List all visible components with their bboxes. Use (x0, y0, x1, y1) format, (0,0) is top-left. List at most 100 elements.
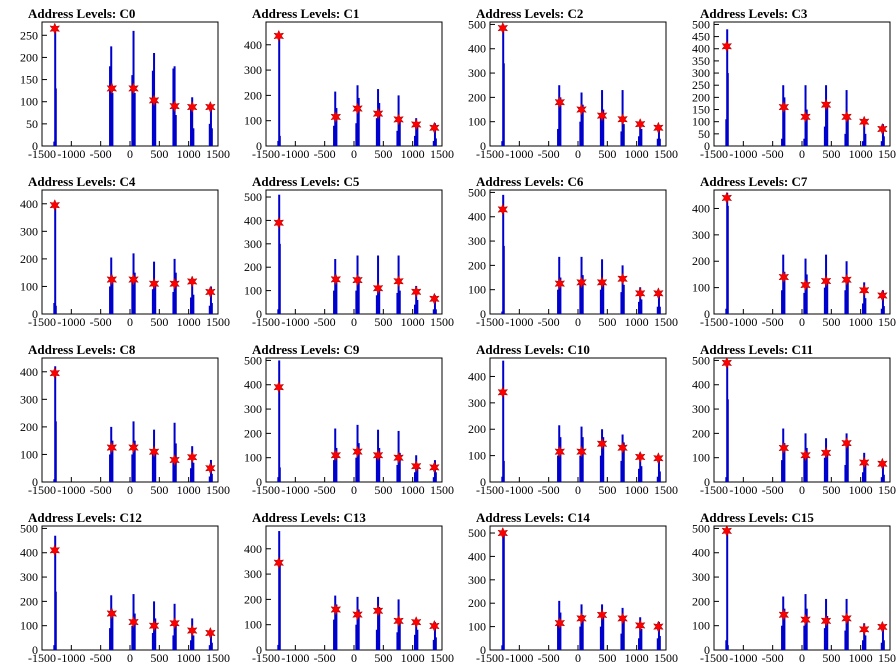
histogram-bar (601, 604, 604, 650)
histogram-bar (557, 128, 560, 146)
y-tick-label: 300 (692, 228, 710, 242)
x-tick-label: -1000 (57, 483, 85, 497)
histogram-bar (210, 473, 213, 482)
histogram-bar (580, 604, 583, 650)
peak-marker (554, 277, 566, 290)
histogram-bar (559, 97, 562, 146)
peak-marker (858, 456, 870, 469)
histogram-bar (621, 265, 624, 314)
x-tick-label: 500 (374, 651, 392, 665)
histogram-bar (133, 440, 136, 482)
histogram-chart-4: Address Levels: C4 0 100 200 300 400 -1500 -100… (20, 174, 230, 329)
y-tick-label: 200 (20, 252, 38, 266)
histogram-panel-1: Address Levels: C1 0 100 200 300 400 -1500 -100… (224, 0, 454, 168)
x-tick-label: -1000 (505, 651, 533, 665)
histogram-panel-2: Address Levels: C2 0 100 200 300 400 500 -1500-… (448, 0, 678, 168)
histogram-bar (416, 299, 419, 314)
histogram-bar (432, 309, 435, 314)
peak-marker (49, 366, 61, 380)
histogram-bar (726, 645, 729, 650)
x-tick-label: 0 (799, 483, 805, 497)
x-tick-label: -500 (90, 483, 112, 497)
histogram-bar (862, 472, 865, 482)
histogram-bar (844, 464, 847, 482)
histogram-bar (378, 285, 381, 314)
x-tick-label: 0 (799, 651, 805, 665)
histogram-bar (396, 130, 399, 146)
x-tick-label: 500 (598, 315, 616, 329)
y-tick-label: 100 (692, 619, 710, 633)
histogram-bar (335, 278, 338, 314)
histogram-bar (192, 294, 195, 314)
y-tick-label: 500 (468, 526, 486, 540)
histogram-bar (111, 440, 114, 482)
peak-marker (858, 284, 870, 297)
peak-marker (576, 612, 587, 625)
y-tick-label: 250 (20, 28, 38, 42)
histogram-bar (620, 460, 623, 482)
peak-marker (653, 287, 664, 300)
peak-marker (596, 109, 608, 122)
x-tick-label: 500 (374, 315, 392, 329)
histogram-bar (333, 619, 336, 650)
histogram-chart-6: Address Levels: C60100200300400500-1500-… (468, 174, 678, 329)
peak-marker (820, 446, 832, 459)
histogram-bar (862, 303, 865, 314)
histogram-bar (782, 596, 785, 650)
peak-marker (497, 21, 509, 35)
histogram-bar (210, 128, 213, 146)
histogram-bar (154, 101, 157, 146)
y-tick-label: 350 (692, 54, 710, 68)
peak-marker (841, 436, 852, 450)
histogram-bar (579, 121, 582, 146)
x-tick-label: -1000 (505, 315, 533, 329)
histogram-bar (375, 629, 378, 650)
x-tick-label: 500 (598, 483, 616, 497)
histogram-bar (602, 109, 605, 146)
x-tick-label: -1500 (252, 651, 280, 665)
y-tick-label: 200 (20, 594, 38, 608)
x-tick-label: 1000 (401, 315, 425, 329)
x-tick-label: 0 (799, 147, 805, 161)
peak-marker (778, 441, 790, 455)
x-tick-label: -500 (762, 483, 784, 497)
x-tick-label: 1000 (177, 147, 201, 161)
histogram-bar (414, 634, 417, 650)
peak-marker (721, 524, 733, 538)
peak-marker (273, 381, 285, 394)
peak-marker (576, 103, 587, 116)
histogram-panel-9: Address Levels: C9 0 100 200 300 400 500 -1500-… (224, 336, 454, 504)
peak-marker (617, 272, 628, 285)
peak-marker (106, 441, 118, 454)
peak-marker (169, 453, 180, 467)
histogram-bar (151, 632, 154, 650)
x-tick-label: 1000 (625, 483, 649, 497)
x-tick-label: -1000 (505, 483, 533, 497)
histogram-bar (863, 623, 866, 650)
histogram-bar (131, 75, 134, 146)
y-tick-label: 300 (468, 396, 486, 410)
x-tick-label: -1000 (729, 147, 757, 161)
histogram-bar (826, 104, 829, 146)
histogram-bar (640, 128, 643, 146)
y-tick-label: 300 (468, 66, 486, 80)
histogram-bar (558, 85, 561, 146)
histogram-bar (502, 360, 505, 482)
histogram-chart-3: Address Levels: C30501001502002503003504… (692, 6, 896, 161)
peak-marker (800, 278, 811, 292)
x-tick-label: -500 (90, 147, 112, 161)
histogram-bar (579, 284, 582, 314)
histogram-bar (110, 595, 113, 650)
histogram-bar (355, 624, 358, 650)
peak-marker (352, 273, 363, 287)
x-tick-label: 1000 (625, 315, 649, 329)
histogram-bar (151, 70, 154, 146)
peak-marker (186, 275, 198, 288)
y-tick-label: 100 (244, 618, 262, 632)
chart-title: Address Levels: C7 (700, 174, 808, 189)
y-tick-label: 0 (704, 643, 710, 657)
histogram-bar (602, 614, 605, 650)
histogram-panel-11: Address Levels: C11 0 100 200 300 400 500 -1500… (672, 336, 896, 504)
histogram-bar (726, 528, 729, 650)
